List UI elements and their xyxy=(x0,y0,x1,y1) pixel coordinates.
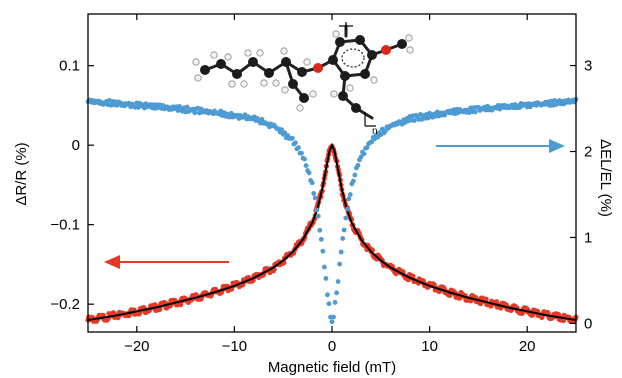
series-2-point xyxy=(326,301,332,307)
x-tick-label: 20 xyxy=(519,338,536,355)
series-0-point xyxy=(178,301,184,308)
left-arrow xyxy=(104,255,229,269)
series-2-point xyxy=(347,192,353,197)
series-2-point xyxy=(325,292,330,298)
series-2-point xyxy=(338,249,344,255)
series-2-point xyxy=(293,140,298,146)
y-left-tick-label: 0 xyxy=(72,137,80,154)
series-2-point xyxy=(306,170,312,176)
y-right-tick-label: 1 xyxy=(584,229,592,246)
series-2-point xyxy=(411,118,417,123)
series-2-point xyxy=(369,139,375,145)
series-2-point xyxy=(355,162,361,168)
series-1-line xyxy=(87,142,577,322)
series-2-point xyxy=(335,279,341,284)
series-2-point xyxy=(382,128,388,134)
polymer-brackets xyxy=(339,22,376,127)
series-2-point xyxy=(361,151,367,157)
oxygen-atoms xyxy=(313,45,391,73)
series-2-point xyxy=(346,196,352,202)
series-2-point xyxy=(344,206,350,212)
series-2-point xyxy=(259,116,265,122)
x-tick-label: 10 xyxy=(421,338,438,355)
polymer-subscript: n xyxy=(372,126,378,137)
series-0-point xyxy=(555,312,562,318)
series-0-point xyxy=(483,296,489,302)
series-2-point xyxy=(309,180,315,186)
molecule-atoms xyxy=(200,35,407,113)
series-2-point xyxy=(341,227,347,233)
series-2-point xyxy=(323,276,329,281)
series-2-point xyxy=(317,227,323,233)
x-tick-label: −10 xyxy=(222,338,247,355)
series-2-point xyxy=(337,261,343,267)
series-2-point xyxy=(340,236,346,241)
series-2-point xyxy=(331,314,336,320)
series-2-point xyxy=(289,135,295,141)
data-layer xyxy=(85,96,579,325)
series-2-point xyxy=(192,110,198,116)
series-2-point xyxy=(299,150,304,156)
series-2-point xyxy=(329,319,335,325)
right-arrow xyxy=(436,139,565,153)
series-2-point xyxy=(279,127,285,133)
y-right-tick-label: 3 xyxy=(584,58,592,75)
y-right-tick-label: 0 xyxy=(584,315,592,332)
x-axis-label: Magnetic field (mT) xyxy=(268,359,396,376)
series-2-point xyxy=(343,215,349,221)
series-2-point xyxy=(318,236,324,242)
series-0-point xyxy=(157,306,163,312)
series-2-point xyxy=(320,248,326,254)
molecule-inset: n xyxy=(192,22,414,137)
hydrogen-atoms xyxy=(192,30,414,112)
y-left-tick-label: −0.1 xyxy=(50,217,80,234)
series-2-point xyxy=(312,195,318,201)
series-2-point xyxy=(472,109,478,115)
y-right-tick-label: 2 xyxy=(584,144,592,161)
y-right-axis-label: ΔEL/EL (%) xyxy=(597,139,614,217)
series-2-point xyxy=(358,154,364,160)
x-tick-label: 0 xyxy=(328,338,336,355)
y-left-axis-label: ΔR/R (%) xyxy=(13,142,30,205)
series-2-point xyxy=(350,178,356,184)
aromatic-ring xyxy=(341,48,365,68)
series-2-point xyxy=(314,207,320,213)
series-2-point xyxy=(332,300,338,305)
series-2-point xyxy=(352,172,358,178)
y-left-tick-label: 0.1 xyxy=(59,58,80,75)
series-2-point xyxy=(321,264,327,270)
series-2-point xyxy=(177,104,182,109)
series-2-point xyxy=(296,145,301,150)
series-2-point xyxy=(315,213,321,219)
y-left-tick-label: −0.2 xyxy=(50,296,80,313)
series-2-point xyxy=(364,145,370,150)
series-2-point xyxy=(311,191,317,196)
series-2-point xyxy=(303,163,309,168)
x-tick-label: −20 xyxy=(124,338,149,355)
series-2-point xyxy=(334,290,339,296)
series-2-point xyxy=(302,156,307,162)
